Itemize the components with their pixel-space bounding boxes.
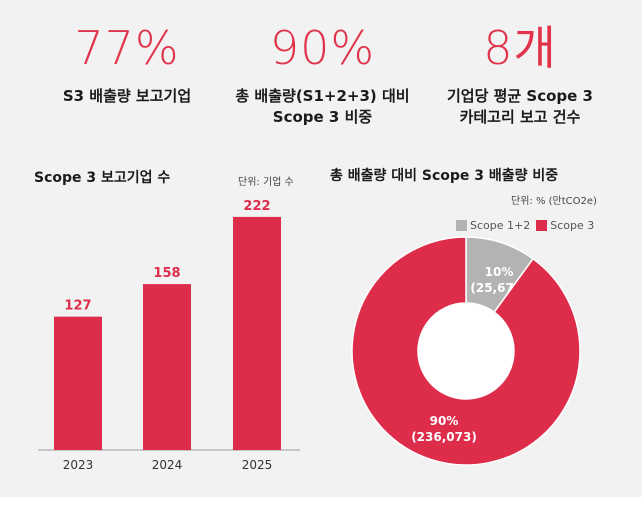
donut-hole	[418, 303, 514, 399]
donut-legend: Scope 1+2 Scope 3	[456, 219, 600, 232]
bar-chart-unit: 단위: 기업 수	[238, 177, 294, 188]
kpi-value: 8개	[483, 21, 557, 75]
kpi-value: 77%	[74, 21, 180, 75]
kpi-avg-categories: 8개 기업당 평균 Scope 3 카테고리 보고 건수	[420, 22, 620, 128]
bar-value-label: 158	[153, 266, 180, 281]
kpi-label: 기업당 평균 Scope 3 카테고리 보고 건수	[446, 87, 593, 126]
footer-caption	[0, 500, 642, 516]
bar-category-label: 2024	[152, 458, 183, 472]
kpi-value: 90%	[269, 21, 376, 75]
bar-category-label: 2023	[63, 458, 94, 472]
donut-chart-unit: 단위: % (만tCO2e)	[511, 196, 597, 207]
legend-swatch-gray	[456, 220, 467, 231]
legend-label: Scope 3	[550, 219, 595, 232]
bar-value-label: 222	[243, 199, 270, 214]
kpi-reporting-rate: 77% S3 배출량 보고기업	[52, 22, 202, 107]
bar-2024	[143, 284, 191, 450]
legend-item-scope3: Scope 3	[536, 219, 594, 232]
donut-chart-title: 총 배출량 대비 Scope 3 배출량 비중	[330, 168, 559, 184]
bar-2025	[233, 216, 281, 450]
kpi-label: S3 배출량 보고기업	[62, 87, 192, 105]
bar-chart-title: Scope 3 보고기업 수	[34, 170, 171, 186]
kpi-label: 총 배출량(S1+2+3) 대비 Scope 3 비중	[235, 87, 410, 126]
bar-value-label: 127	[64, 299, 91, 314]
legend-item-scope12: Scope 1+2	[456, 219, 530, 232]
donut-value-label: (236,073)	[411, 430, 477, 444]
bar-2023	[54, 316, 102, 450]
donut-percent-label: 10%	[485, 265, 514, 279]
kpi-scope3-share: 90% 총 배출량(S1+2+3) 대비 Scope 3 비중	[215, 22, 430, 128]
donut-percent-label: 90%	[430, 414, 459, 428]
legend-swatch-red	[536, 220, 548, 231]
legend-label: Scope 1+2	[470, 219, 531, 232]
bar-category-label: 2025	[242, 458, 273, 472]
